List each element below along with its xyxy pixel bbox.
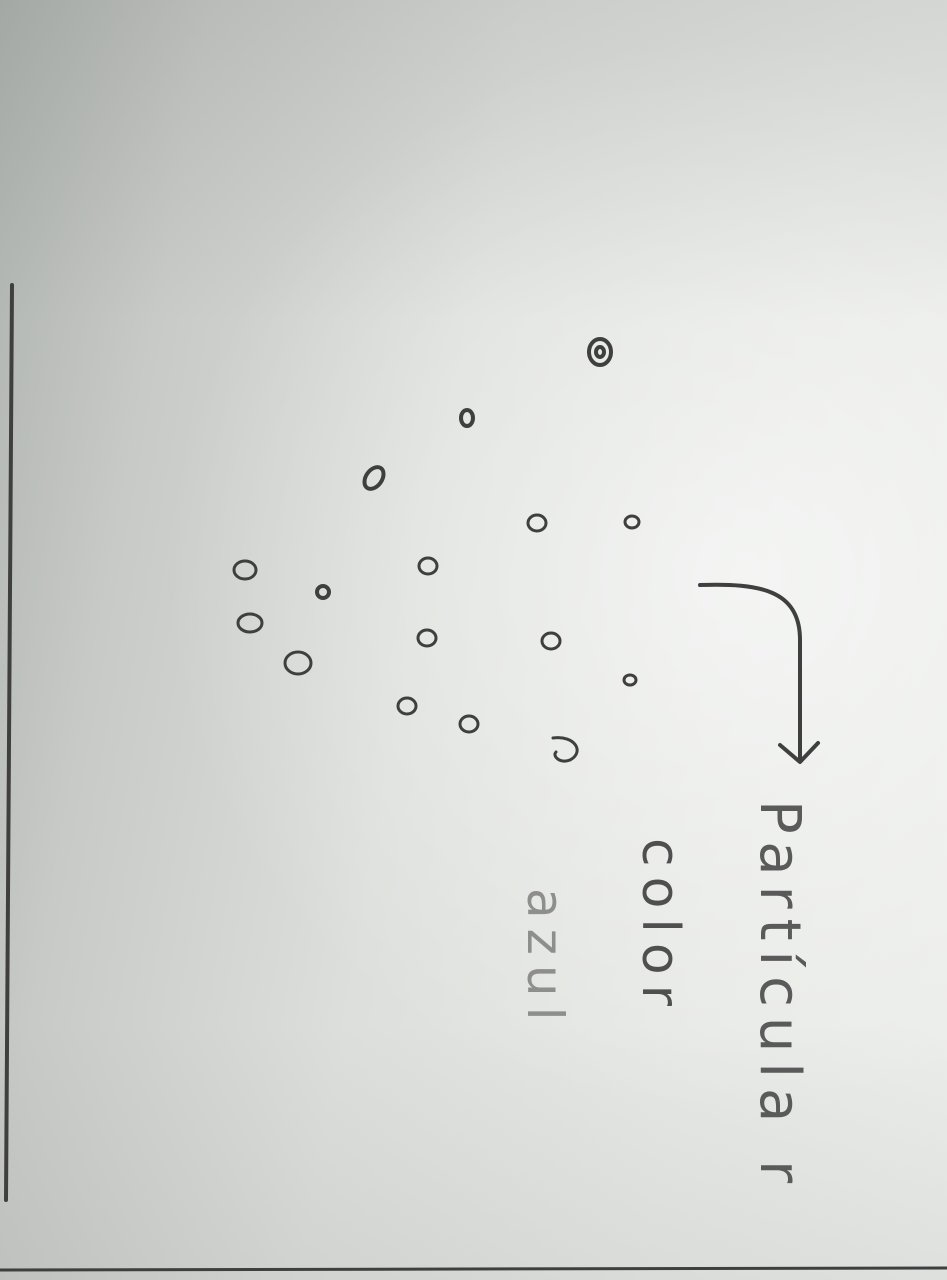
label-azul: azul — [516, 888, 574, 1031]
particle — [594, 345, 606, 359]
particle — [417, 556, 439, 576]
particle — [232, 559, 258, 581]
particle — [540, 631, 562, 651]
particle — [551, 736, 579, 763]
particle — [623, 514, 641, 530]
particle — [587, 337, 613, 367]
particle — [526, 513, 548, 533]
particle — [458, 714, 480, 734]
particle — [622, 673, 638, 687]
label-particula: Partícula r — [747, 800, 812, 1194]
particle — [396, 696, 418, 716]
margin-line — [4, 283, 14, 1202]
particle — [362, 465, 386, 491]
particle — [315, 584, 331, 600]
particle — [283, 650, 313, 676]
particle — [236, 612, 264, 634]
particle-cluster — [232, 337, 641, 763]
page-edge-line — [0, 1265, 947, 1272]
arrow-icon — [698, 582, 820, 764]
particle — [459, 408, 475, 428]
particle — [416, 628, 438, 648]
label-color: color — [630, 838, 690, 1017]
